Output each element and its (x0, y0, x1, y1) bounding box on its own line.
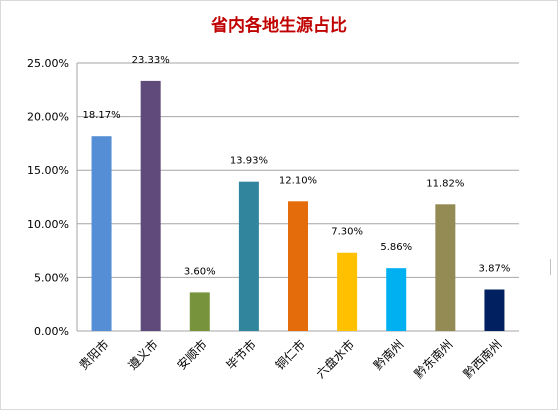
data-label: 23.33% (132, 55, 170, 66)
data-label: 11.82% (426, 178, 464, 189)
chart-title: 省内各地生源占比 (211, 16, 347, 36)
bar (238, 181, 259, 331)
x-tick-label: 毕节市 (223, 337, 259, 373)
y-tick-label: 25.00% (27, 57, 69, 70)
edge-marker (550, 259, 556, 275)
x-tick-label: 黔西南州 (460, 337, 505, 382)
data-labels: 18.17% 23.33% 3.60% 13.93% 12.10% 7.30% 5.86% 1… (82, 55, 510, 278)
bar (435, 204, 456, 331)
data-label: 18.17% (82, 110, 120, 121)
y-tick-label: 5.00% (34, 271, 69, 284)
bar (386, 268, 407, 331)
y-tick-labels: 0.00% 5.00% 10.00% 15.00% 20.00% 25.00% (27, 57, 69, 338)
x-tick-label: 六盘水市 (313, 337, 358, 382)
x-tick-label: 铜仁市 (272, 337, 308, 373)
bar (484, 289, 505, 331)
bar (337, 252, 358, 331)
data-label: 12.10% (279, 175, 317, 186)
data-label: 7.30% (331, 227, 363, 238)
y-tick-label: 20.00% (27, 111, 69, 124)
x-tick-label: 安顺市 (174, 337, 210, 373)
bar (91, 136, 112, 331)
bar (288, 201, 308, 331)
y-tick-label: 10.00% (27, 218, 69, 231)
x-tick-labels: 贵阳市 遵义市 安顺市 毕节市 铜仁市 六盘水市 黔南州 黔东南州 黔西南州 (76, 337, 505, 382)
data-label: 3.87% (479, 264, 511, 275)
data-label: 5.86% (380, 242, 412, 253)
y-tick-label: 0.00% (34, 325, 69, 338)
data-label: 13.93% (230, 156, 268, 167)
data-label: 3.60% (184, 266, 216, 277)
x-tick-label: 遵义市 (125, 337, 161, 373)
y-tick-label: 15.00% (27, 164, 69, 177)
bar (189, 292, 210, 331)
x-tick-label: 黔南州 (370, 337, 406, 373)
bar (140, 80, 161, 331)
bars (91, 80, 505, 331)
x-tick-label: 黔东南州 (411, 337, 456, 382)
x-tick-label: 贵阳市 (76, 337, 112, 373)
